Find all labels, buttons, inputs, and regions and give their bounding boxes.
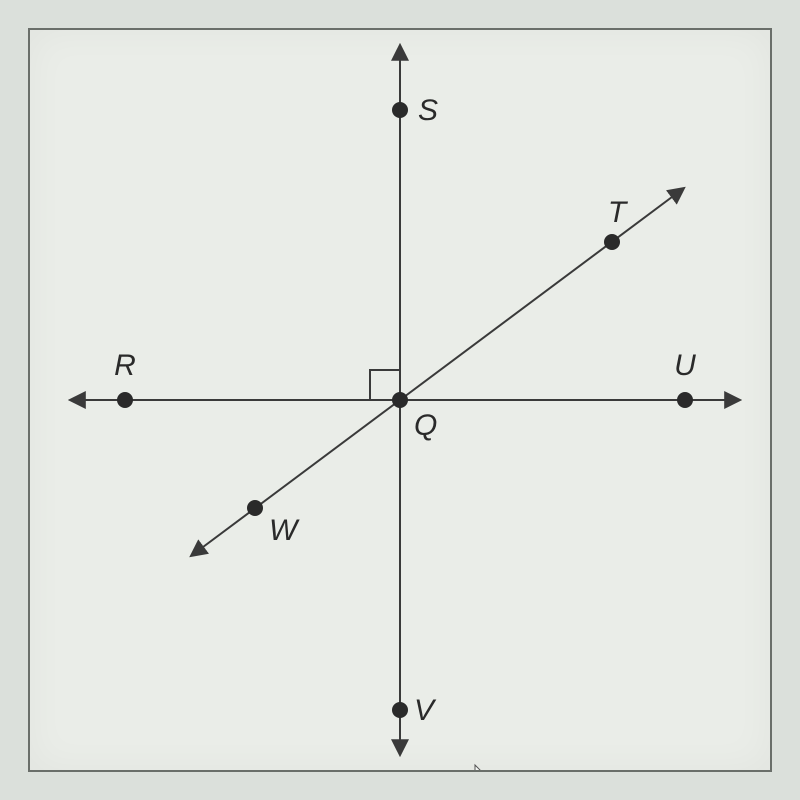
label-Q: Q — [414, 409, 437, 442]
point-Q — [392, 392, 408, 408]
label-V: V — [414, 694, 437, 727]
cursor-glyph — [475, 765, 492, 770]
label-S: S — [418, 94, 438, 127]
ray-Q-T — [400, 191, 680, 400]
diagram-container: Q S V R U T W — [28, 28, 772, 772]
label-U: U — [674, 349, 696, 382]
point-R — [117, 392, 133, 408]
labels-group: Q S V R U T W — [114, 94, 696, 727]
label-R: R — [114, 349, 136, 382]
points-group — [117, 102, 693, 718]
cursor-pointer-icon — [475, 765, 492, 770]
point-U — [677, 392, 693, 408]
point-T — [604, 234, 620, 250]
label-W: W — [269, 514, 300, 547]
point-S — [392, 102, 408, 118]
ray-Q-W — [195, 400, 400, 553]
geometry-diagram: Q S V R U T W — [30, 30, 770, 770]
label-T: T — [608, 196, 629, 229]
point-V — [392, 702, 408, 718]
point-W — [247, 500, 263, 516]
